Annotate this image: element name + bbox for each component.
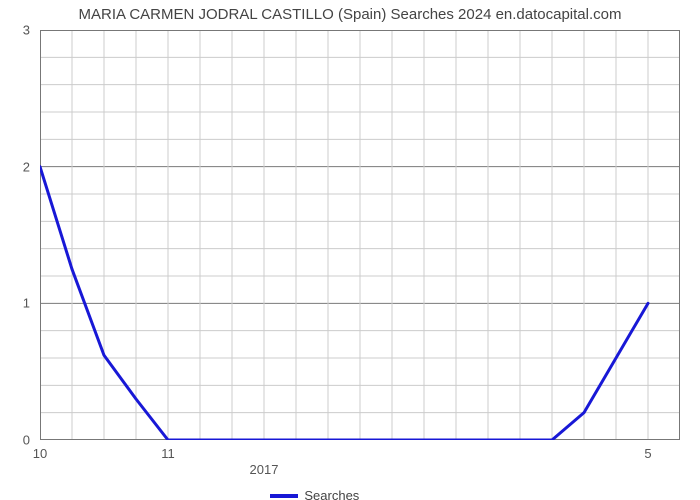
y-tick-label: 3 bbox=[23, 23, 40, 38]
chart-legend: Searches bbox=[270, 488, 359, 500]
chart-title: MARIA CARMEN JODRAL CASTILLO (Spain) Sea… bbox=[0, 6, 700, 23]
y-tick-label: 2 bbox=[23, 159, 40, 174]
legend-label: Searches bbox=[304, 488, 359, 500]
x-axis-sub-label: 2017 bbox=[250, 440, 279, 477]
y-tick-label: 1 bbox=[23, 296, 40, 311]
legend-swatch bbox=[270, 494, 298, 498]
x-tick-label: 10 bbox=[33, 440, 47, 461]
chart-svg bbox=[40, 30, 680, 440]
x-tick-label: 11 bbox=[161, 440, 175, 461]
x-tick-label: 5 bbox=[644, 440, 651, 461]
chart-plot-area: 0123101152017 bbox=[40, 30, 680, 440]
